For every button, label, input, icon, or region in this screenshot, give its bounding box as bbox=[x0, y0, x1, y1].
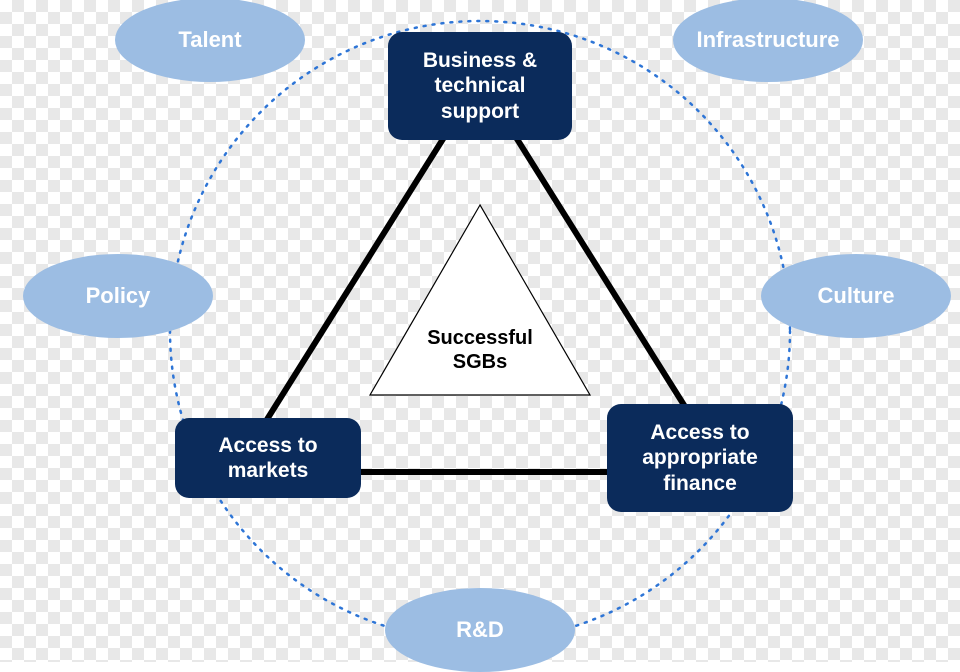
rect-node-support: Business &technicalsupport bbox=[388, 32, 572, 140]
ellipse-node-culture: Culture bbox=[761, 254, 951, 338]
ellipse-node-infrastructure: Infrastructure bbox=[673, 0, 863, 82]
ellipse-node-label: Talent bbox=[178, 27, 241, 53]
center-label-line2: SGBs bbox=[427, 350, 533, 374]
diagram-stage: Successful SGBs Business &technicalsuppo… bbox=[0, 0, 960, 662]
rect-node-markets: Access tomarkets bbox=[175, 418, 361, 498]
rect-node-label: Business &technicalsupport bbox=[423, 48, 537, 124]
ellipse-node-rnd: R&D bbox=[385, 588, 575, 672]
ellipse-node-label: Culture bbox=[818, 283, 895, 309]
rect-node-finance: Access toappropriatefinance bbox=[607, 404, 793, 512]
ellipse-node-talent: Talent bbox=[115, 0, 305, 82]
ellipse-node-label: Policy bbox=[86, 283, 151, 309]
center-label: Successful SGBs bbox=[380, 320, 580, 380]
ellipse-node-policy: Policy bbox=[23, 254, 213, 338]
rect-node-label: Access tomarkets bbox=[218, 433, 317, 483]
ellipse-node-label: R&D bbox=[456, 617, 504, 643]
ellipse-node-label: Infrastructure bbox=[696, 27, 839, 53]
center-label-line1: Successful bbox=[427, 326, 533, 350]
rect-node-label: Access toappropriatefinance bbox=[642, 420, 758, 496]
